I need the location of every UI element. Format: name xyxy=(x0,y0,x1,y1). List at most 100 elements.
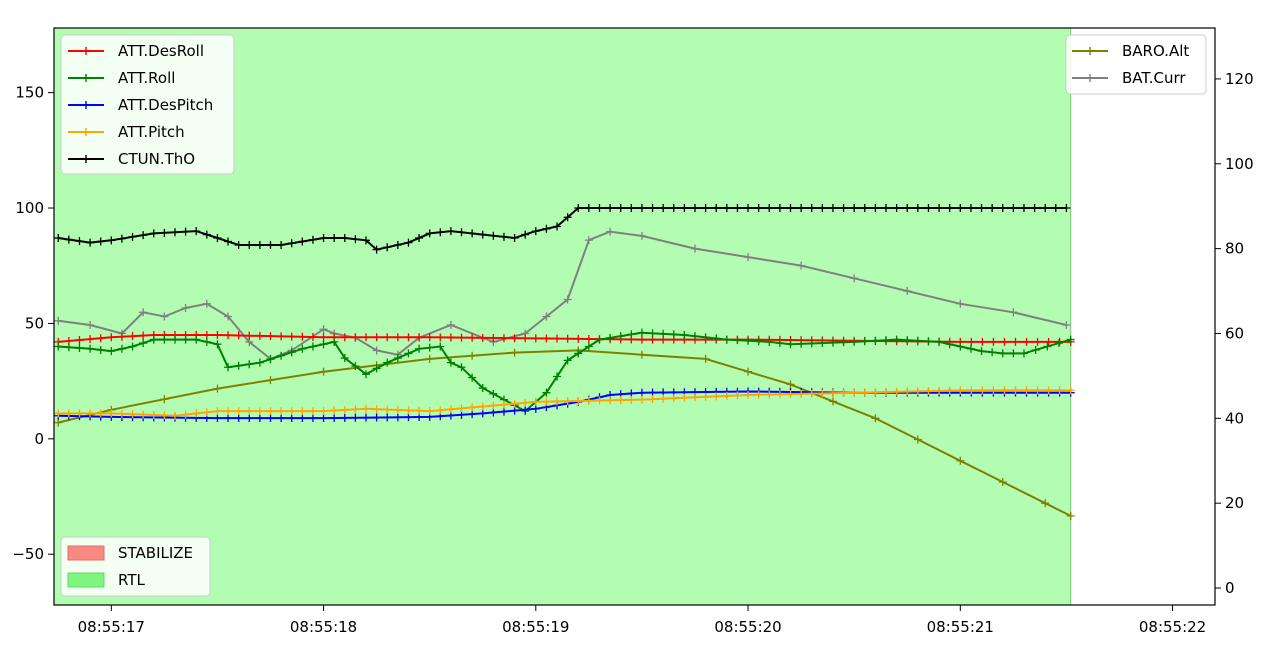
data-point xyxy=(850,388,859,397)
data-point xyxy=(637,328,646,337)
data-point xyxy=(277,240,286,249)
data-point xyxy=(86,320,95,329)
data-point xyxy=(542,388,551,397)
data-point xyxy=(255,240,264,249)
data-point xyxy=(690,393,699,402)
data-point xyxy=(298,237,307,246)
data-point xyxy=(871,204,880,213)
data-point xyxy=(786,340,795,349)
data-point xyxy=(372,333,381,342)
data-point xyxy=(468,410,477,419)
data-point xyxy=(967,337,976,346)
data-point xyxy=(637,388,646,397)
data-point xyxy=(139,231,148,240)
data-point xyxy=(107,409,116,418)
data-point xyxy=(542,224,551,233)
data-point xyxy=(892,387,901,396)
data-point xyxy=(181,410,190,419)
data-point xyxy=(807,204,816,213)
data-point xyxy=(245,414,254,423)
data-point xyxy=(499,407,508,416)
data-point xyxy=(637,350,646,359)
data-point xyxy=(86,409,95,418)
data-point xyxy=(839,204,848,213)
data-point xyxy=(913,435,922,444)
data-point xyxy=(531,404,540,413)
data-point xyxy=(659,204,668,213)
data-point xyxy=(712,334,721,343)
data-point xyxy=(415,406,424,415)
data-point xyxy=(224,331,233,340)
data-point xyxy=(224,407,233,416)
data-point xyxy=(648,395,657,404)
data-point xyxy=(436,333,445,342)
data-point xyxy=(457,363,466,372)
data-point xyxy=(797,261,806,270)
data-point xyxy=(351,362,360,371)
legend-label: CTUN.ThO xyxy=(118,150,195,168)
data-point xyxy=(722,335,731,344)
data-point xyxy=(117,332,126,341)
data-point xyxy=(680,393,689,402)
data-point xyxy=(468,403,477,412)
x-tick-label: 08:55:20 xyxy=(714,618,781,636)
data-point xyxy=(213,384,222,393)
data-point xyxy=(956,386,965,395)
data-point xyxy=(160,395,169,404)
data-point xyxy=(234,331,243,340)
data-point xyxy=(308,414,317,423)
x-tick-label: 08:55:21 xyxy=(927,618,994,636)
data-point xyxy=(754,204,763,213)
data-point xyxy=(860,337,869,346)
data-point xyxy=(1062,204,1071,213)
data-point xyxy=(446,405,455,414)
data-point xyxy=(828,204,837,213)
data-point xyxy=(266,376,275,385)
data-point xyxy=(86,344,95,353)
x-tick-label: 08:55:19 xyxy=(502,618,569,636)
data-point xyxy=(627,395,636,404)
data-point xyxy=(287,332,296,341)
data-point xyxy=(701,333,710,342)
data-point xyxy=(351,405,360,414)
data-point xyxy=(1062,320,1071,329)
data-point xyxy=(989,386,998,395)
data-point xyxy=(956,342,965,351)
data-point xyxy=(988,204,997,213)
data-point xyxy=(807,339,816,348)
data-point xyxy=(701,204,710,213)
data-point xyxy=(966,344,975,353)
data-point xyxy=(956,456,965,465)
data-point xyxy=(499,334,508,343)
data-point xyxy=(107,236,116,245)
data-point xyxy=(754,337,763,346)
data-point xyxy=(553,397,562,406)
data-point xyxy=(181,335,190,344)
data-point xyxy=(1043,342,1052,351)
y-right-tick-label: 20 xyxy=(1225,494,1244,512)
data-point xyxy=(234,361,243,370)
data-point xyxy=(308,342,317,351)
data-point xyxy=(913,204,922,213)
data-point xyxy=(521,230,530,239)
data-point xyxy=(213,340,222,349)
data-point xyxy=(563,334,572,343)
data-point xyxy=(754,390,763,399)
data-point xyxy=(818,204,827,213)
data-point xyxy=(457,228,466,237)
data-point xyxy=(977,204,986,213)
data-point xyxy=(595,204,604,213)
legend-marker xyxy=(82,101,90,109)
data-point xyxy=(860,388,869,397)
data-point xyxy=(786,390,795,399)
data-point xyxy=(478,409,487,418)
data-point xyxy=(765,337,774,346)
data-point xyxy=(892,335,901,344)
data-point xyxy=(181,304,190,313)
data-point xyxy=(935,386,944,395)
data-point xyxy=(839,338,848,347)
data-point xyxy=(913,387,922,396)
data-point xyxy=(913,336,922,345)
data-point xyxy=(637,231,646,240)
legend-label: ATT.Roll xyxy=(118,69,175,87)
